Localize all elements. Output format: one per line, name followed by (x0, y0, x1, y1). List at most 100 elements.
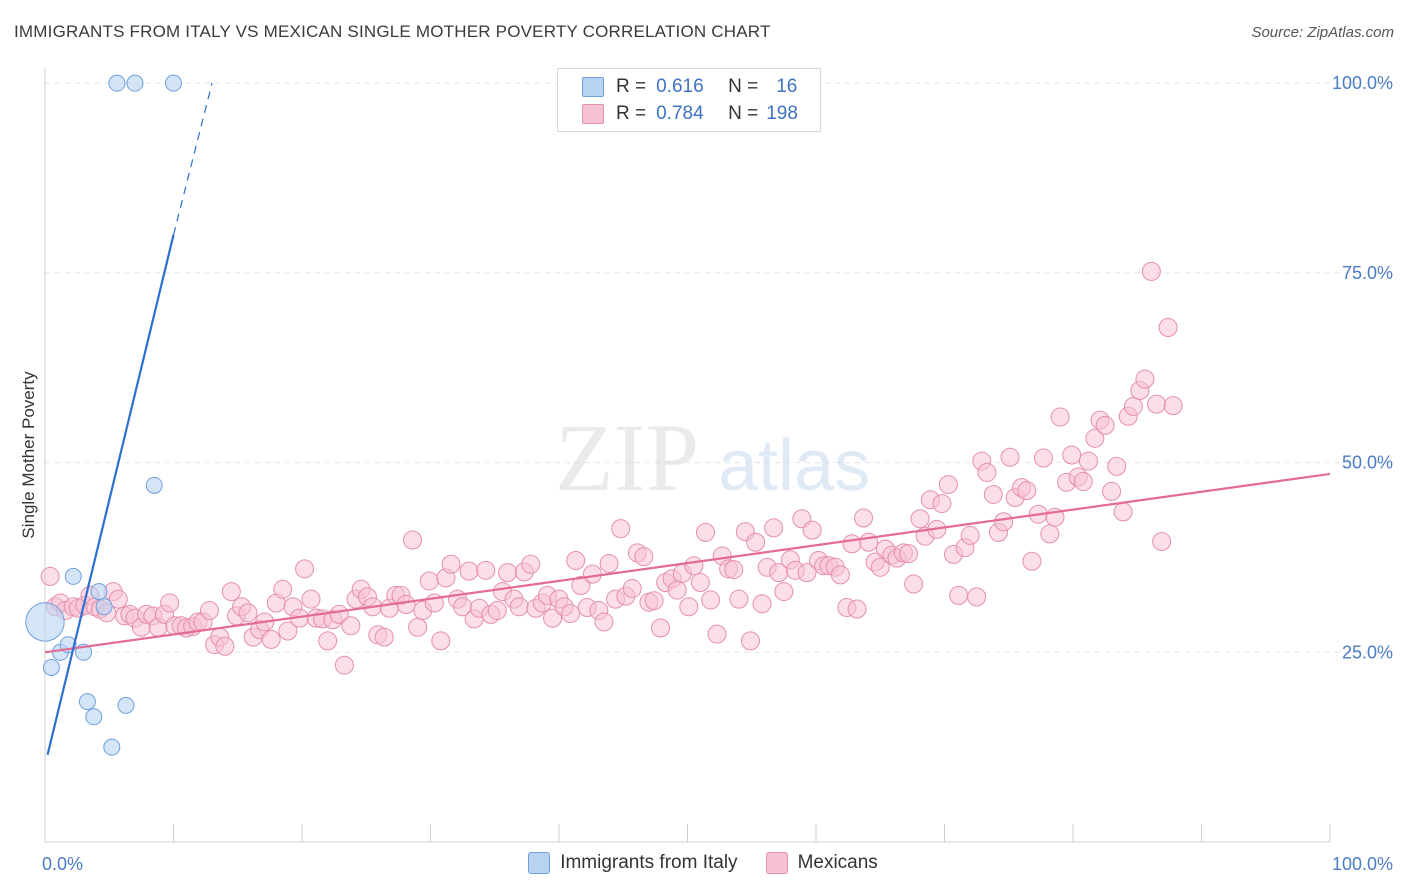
mexicans-point (746, 532, 766, 552)
source-label: Source: ZipAtlas.com (1251, 24, 1394, 41)
mexicans-point (40, 566, 60, 586)
mexicans-point (582, 564, 602, 584)
mexicans-point (707, 624, 727, 644)
mexicans-point (752, 594, 772, 614)
italy-point (42, 658, 60, 676)
mexicans-point (278, 621, 298, 641)
italy-point (90, 583, 108, 601)
italy-point (64, 567, 82, 585)
mexicans-point (273, 579, 293, 599)
mexicans-point (651, 618, 671, 638)
mexicans-point (977, 462, 997, 482)
mexicans-point (740, 631, 760, 651)
mexicans-point (667, 580, 687, 600)
mexicans-point (729, 589, 749, 609)
bottom-legend-italy-label: Immigrants from Italy (560, 852, 738, 873)
mexicans-point (967, 587, 987, 607)
trend-lines (44, 83, 1331, 755)
mexicans-point (459, 561, 479, 581)
italy-trend-line (46, 234, 175, 755)
mexicans-point (543, 608, 563, 628)
italy-point (145, 476, 163, 494)
mexicans-point (932, 494, 952, 514)
mexicans-point (1135, 369, 1155, 389)
mexicans-point (1141, 261, 1161, 281)
italy-point (126, 74, 144, 92)
mexicans-point (341, 616, 361, 636)
chart-title: IMMIGRANTS FROM ITALY VS MEXICAN SINGLE … (14, 22, 771, 41)
y-tick-label: 25.0% (1342, 642, 1393, 662)
mexicans-point (1152, 532, 1172, 552)
mexicans-point (566, 550, 586, 570)
mexicans-point (1050, 407, 1070, 427)
mexicans-point (594, 612, 614, 632)
mexicans-point (949, 585, 969, 605)
mexicans-point (238, 603, 258, 623)
mexicans-point (634, 547, 654, 567)
mexicans-point (960, 525, 980, 545)
mexicans-trend-line (44, 472, 1331, 654)
watermark-zip: ZIP (555, 404, 699, 511)
mexicans-point (221, 582, 241, 602)
y-tick-label: 100.0% (1332, 73, 1393, 93)
legend-swatch-italy (582, 77, 604, 97)
mexicans-point (644, 591, 664, 611)
axes (44, 68, 1331, 843)
mexicans-point (1163, 396, 1183, 416)
mexicans-point (1158, 318, 1178, 338)
mexicans-point (396, 594, 416, 614)
bottom-legend-mexicans-swatch (765, 852, 788, 874)
watermark-atlas: atlas (718, 426, 870, 506)
legend-row-mexicans: R = 0.784 N = 198 (582, 102, 798, 126)
mexicans-point (679, 597, 699, 617)
mexicans-point (408, 617, 428, 637)
bottom-legend: Immigrants from Italy Mexicans (0, 852, 1406, 874)
mexicans-point (802, 520, 822, 540)
mexicans-point (1022, 551, 1042, 571)
mexicans-point (1095, 415, 1115, 435)
italy-point (108, 74, 126, 92)
bottom-legend-italy[interactable]: Immigrants from Italy (528, 852, 738, 874)
x-tick-label-max: 100.0% (1332, 854, 1393, 874)
mexicans-point (261, 629, 281, 649)
mexicans-point (910, 509, 930, 529)
italy-point (95, 598, 113, 616)
mexicans-point (199, 601, 219, 621)
mexicans-point (1147, 394, 1167, 414)
mexicans-point (215, 636, 235, 656)
mexicans-point (764, 518, 784, 538)
mexicans-point (301, 589, 321, 609)
mexicans-point (1123, 396, 1143, 416)
mexicans-point (724, 560, 744, 580)
mexicans-point (403, 530, 423, 550)
bottom-legend-mexicans-label: Mexicans (797, 852, 878, 873)
mexicans-point (476, 560, 496, 580)
mexicans-point (695, 522, 715, 542)
italy-trend-extension (172, 83, 213, 236)
legend-mex-n-value: 198 (766, 103, 798, 124)
legend-italy-n-value: 16 (776, 76, 798, 97)
mexicans-point (622, 579, 642, 599)
bottom-legend-mexicans[interactable]: Mexicans (765, 852, 878, 874)
mexicans-point (1017, 481, 1037, 501)
mexicans-point (521, 554, 541, 574)
italy-point (85, 708, 103, 726)
mexicans-point (431, 631, 451, 651)
mexicans-point (859, 532, 879, 552)
mexicans-point (561, 604, 581, 624)
bottom-legend-italy-swatch (528, 852, 551, 874)
mexicans-point (870, 557, 890, 577)
mexicans-point (611, 519, 631, 539)
mexicans-point (160, 593, 180, 613)
legend-mex-n-label: N = (728, 103, 759, 124)
mexicans-point (830, 565, 850, 585)
legend-mex-r-label: R = (616, 103, 647, 124)
mexicans-point (1000, 447, 1020, 467)
italy-point (165, 74, 182, 92)
legend-row-italy: R = 0.616 N = 16 (582, 75, 797, 99)
mexicans-point (374, 627, 394, 647)
mexicans-point (509, 597, 529, 617)
mexicans-point (842, 534, 862, 554)
italy-point (117, 696, 135, 714)
mexicans-point (1078, 451, 1098, 471)
